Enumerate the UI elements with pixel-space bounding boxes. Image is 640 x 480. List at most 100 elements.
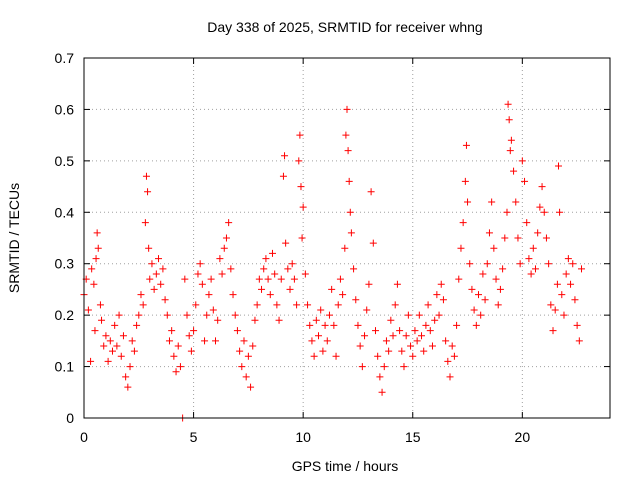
data-point bbox=[376, 373, 384, 381]
data-point bbox=[352, 296, 360, 304]
data-point bbox=[339, 291, 347, 299]
data-point bbox=[468, 285, 476, 293]
data-point bbox=[422, 321, 430, 329]
data-point bbox=[413, 337, 421, 345]
data-point bbox=[214, 316, 222, 324]
data-point bbox=[159, 265, 167, 273]
y-axis-label: SRMTID / TECUs bbox=[6, 183, 22, 293]
data-point bbox=[385, 347, 393, 355]
data-point bbox=[363, 306, 371, 314]
data-point bbox=[540, 208, 548, 216]
data-point bbox=[126, 363, 134, 371]
data-point bbox=[494, 301, 502, 309]
data-point bbox=[549, 327, 557, 335]
data-point bbox=[420, 347, 428, 355]
data-point bbox=[286, 285, 294, 293]
data-points bbox=[80, 100, 586, 422]
data-point bbox=[459, 219, 467, 227]
y-tick-label: 0.1 bbox=[55, 359, 75, 375]
data-point bbox=[503, 208, 511, 216]
data-point bbox=[332, 352, 340, 360]
data-point bbox=[260, 265, 268, 273]
data-point bbox=[84, 306, 92, 314]
data-point bbox=[111, 321, 119, 329]
data-point bbox=[174, 342, 182, 350]
plot-frame bbox=[83, 57, 611, 419]
data-point bbox=[538, 183, 546, 191]
data-point bbox=[306, 321, 314, 329]
data-point bbox=[282, 239, 290, 247]
data-point bbox=[308, 337, 316, 345]
data-point bbox=[155, 255, 163, 263]
data-point bbox=[255, 275, 263, 283]
data-point bbox=[94, 244, 102, 252]
data-point bbox=[485, 229, 493, 237]
data-point bbox=[222, 234, 230, 242]
data-point bbox=[290, 275, 298, 283]
data-point bbox=[411, 327, 419, 335]
data-point bbox=[130, 347, 138, 355]
data-point bbox=[220, 244, 228, 252]
data-point bbox=[157, 280, 165, 288]
data-point bbox=[382, 337, 390, 345]
data-point bbox=[560, 311, 568, 319]
data-point bbox=[216, 255, 224, 263]
data-point bbox=[461, 177, 469, 185]
data-point bbox=[472, 321, 480, 329]
x-tick-label: 0 bbox=[80, 429, 88, 445]
data-point bbox=[196, 260, 204, 268]
data-point bbox=[448, 342, 456, 350]
data-point bbox=[264, 275, 272, 283]
data-point bbox=[505, 116, 513, 124]
data-point bbox=[293, 301, 301, 309]
data-point bbox=[144, 188, 152, 196]
data-point bbox=[209, 306, 217, 314]
data-point bbox=[262, 255, 270, 263]
data-point bbox=[407, 342, 415, 350]
data-point bbox=[547, 301, 555, 309]
data-point bbox=[145, 244, 153, 252]
data-point bbox=[124, 383, 132, 391]
y-tick-label: 0.6 bbox=[55, 101, 75, 117]
data-point bbox=[108, 347, 116, 355]
data-point bbox=[192, 301, 200, 309]
data-point bbox=[240, 337, 248, 345]
data-point bbox=[323, 337, 331, 345]
data-point bbox=[453, 321, 461, 329]
data-point bbox=[106, 337, 114, 345]
data-point bbox=[371, 327, 379, 335]
data-point bbox=[488, 198, 496, 206]
data-point bbox=[268, 249, 276, 257]
data-point bbox=[225, 219, 233, 227]
data-point bbox=[562, 270, 570, 278]
data-point bbox=[190, 327, 198, 335]
data-point bbox=[545, 260, 553, 268]
data-point bbox=[146, 275, 154, 283]
data-point bbox=[297, 183, 305, 191]
data-point bbox=[350, 265, 358, 273]
data-point bbox=[251, 316, 259, 324]
data-point bbox=[163, 311, 171, 319]
data-point bbox=[334, 301, 342, 309]
data-point bbox=[122, 373, 130, 381]
data-point bbox=[284, 265, 292, 273]
data-point bbox=[575, 337, 583, 345]
data-point bbox=[273, 301, 281, 309]
data-point bbox=[238, 363, 246, 371]
data-point bbox=[346, 208, 354, 216]
data-point bbox=[288, 260, 296, 268]
data-point bbox=[380, 363, 388, 371]
data-point bbox=[542, 234, 550, 242]
y-tick-label: 0.3 bbox=[55, 256, 75, 272]
data-point bbox=[387, 316, 395, 324]
data-point bbox=[336, 275, 344, 283]
data-point bbox=[207, 275, 215, 283]
data-point bbox=[439, 296, 447, 304]
data-point bbox=[249, 342, 257, 350]
data-point bbox=[433, 291, 441, 299]
y-tick-label: 0.2 bbox=[55, 307, 75, 323]
data-point bbox=[571, 296, 579, 304]
data-point bbox=[521, 177, 529, 185]
data-point bbox=[150, 285, 158, 293]
